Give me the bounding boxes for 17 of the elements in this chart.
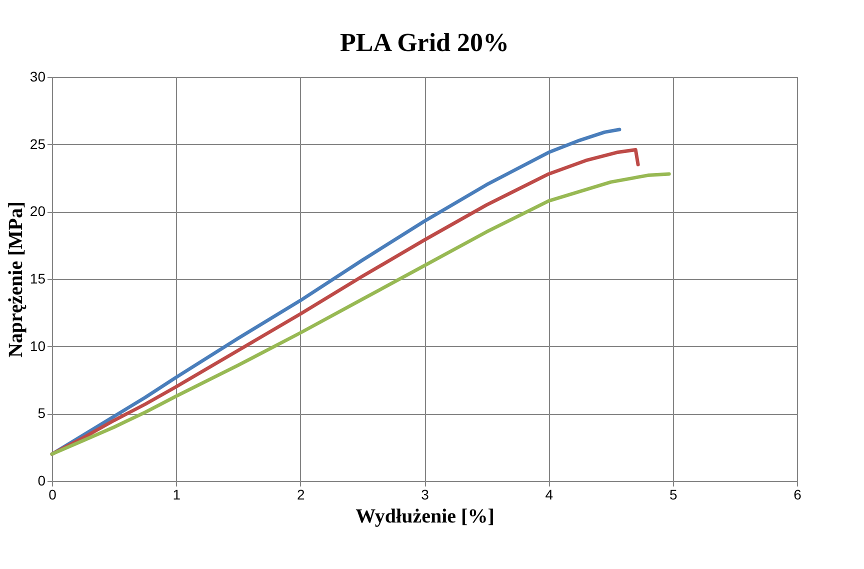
x-tick-label: 0 [48, 486, 57, 502]
x-tick-label: 6 [794, 486, 802, 502]
y-axis-title: Naprężenie [MPa] [4, 201, 27, 358]
chart-title: PLA Grid 20% [340, 28, 510, 57]
x-tick-label: 5 [669, 486, 678, 502]
y-tick-label: 5 [38, 405, 46, 422]
x-tick-label: 1 [172, 486, 181, 502]
x-tick-label: 4 [545, 486, 554, 502]
x-tick-label: 3 [421, 486, 430, 502]
x-tick-label: 2 [296, 486, 305, 502]
y-tick-label: 15 [30, 270, 46, 286]
y-tick-label: 20 [30, 203, 46, 220]
y-tick-label: 0 [38, 472, 46, 488]
y-tick-label: 25 [30, 136, 46, 152]
x-axis-title: Wydłużenie [%] [356, 506, 494, 528]
y-tick-label: 10 [30, 338, 46, 354]
y-tick-label: 30 [30, 68, 46, 84]
